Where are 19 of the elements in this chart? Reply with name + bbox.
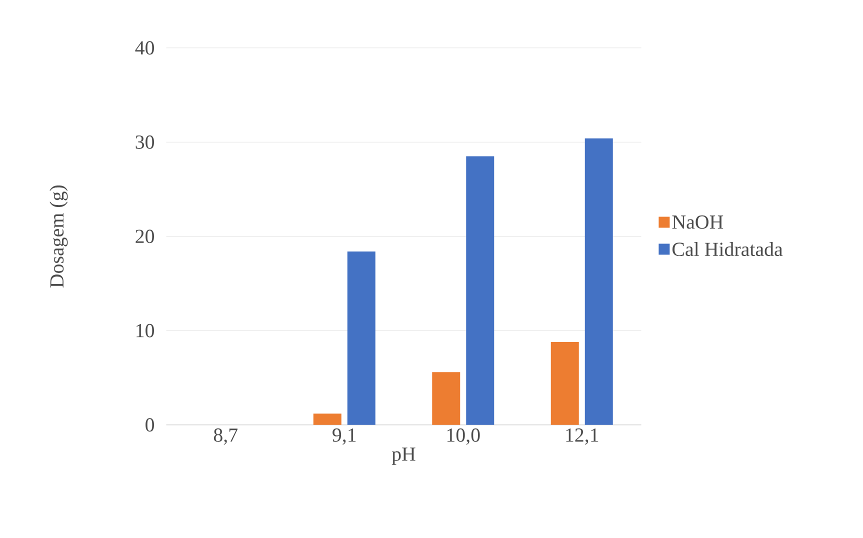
- y-axis-title: Dosagem (g): [50, 186, 68, 288]
- y-tick-label: 10: [136, 324, 154, 338]
- y-tick-label: 40: [135, 41, 154, 55]
- bar: [584, 138, 613, 425]
- bar: [313, 414, 342, 425]
- y-tick-label: 30: [136, 135, 154, 149]
- bar: [432, 372, 460, 425]
- bar: [466, 156, 494, 425]
- x-tick-label: 9,1: [332, 428, 356, 445]
- y-tick-label: 0: [146, 418, 154, 432]
- x-axis-title: pH: [392, 448, 416, 465]
- x-tick-label: 12,1: [566, 428, 598, 445]
- bar: [550, 342, 579, 425]
- x-tick-label: 10,0: [447, 428, 480, 445]
- legend-label: Cal Hidratada: [672, 242, 783, 256]
- bar: [347, 251, 376, 425]
- legend-label: NaOH: [672, 215, 724, 229]
- x-tick-label: 8,7: [214, 428, 238, 445]
- y-tick-label: 20: [136, 230, 154, 244]
